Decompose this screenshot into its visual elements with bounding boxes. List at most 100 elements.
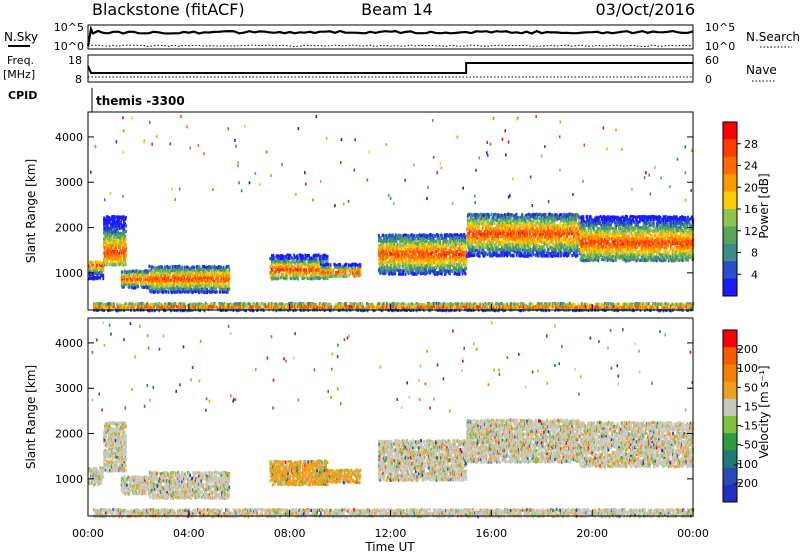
p-cell-4684 [582,244,585,248]
p-cell-4074 [537,237,540,241]
p-cell-1037 [192,287,195,291]
p-cell-859 [173,279,176,283]
p-cell-457 [125,246,127,250]
p-cell-3579 [502,244,505,249]
p-cell-3429 [490,219,493,223]
p-cell-2241 [399,272,402,276]
p-cell-4749 [587,231,589,235]
p-cell-121 [104,245,107,249]
p-cell-4919 [597,234,600,238]
p-cell-3238 [476,219,479,223]
p-cell-4934 [598,215,600,220]
p-cell-55 [96,263,99,267]
p-cell-4063 [536,243,539,247]
p-cell-10 [89,274,92,278]
p-cell-788 [165,278,168,283]
p-cell-3970 [529,231,531,235]
p-cell-249 [112,260,115,264]
p-cell-3690 [509,254,512,258]
p-cell-176 [108,255,110,259]
p-cell-716 [158,290,160,294]
p-cell-1602 [301,271,304,275]
p-cell-1603 [301,262,304,266]
frequency-trace [87,62,693,74]
p-cell-780 [164,281,167,285]
p-cell-1884 [339,274,342,278]
p-cell-2225 [397,250,400,254]
p-cell-2759 [438,237,441,241]
p-cell-2219 [397,252,399,257]
p-cell-1055 [195,290,197,294]
p-cell-3535 [498,229,501,233]
p-cell-4644 [580,258,583,262]
p-cell-1311 [223,290,225,294]
p-cell-2904 [450,247,453,251]
p-cell-3202 [474,250,477,254]
p-cell-1350 [226,274,229,278]
p-cell-3278 [479,221,482,225]
p-cell-2826 [443,247,446,251]
p-cell-1356 [227,264,230,268]
p-cell-1247 [215,273,218,277]
p-cell-1349 [226,277,229,281]
p-cell-4143 [541,215,544,219]
p-cell-1485 [285,274,288,278]
p-cell-1703 [314,264,317,268]
p-cell-3274 [479,242,482,246]
p-cell-1953 [358,265,360,269]
p-cell-2067 [385,233,388,238]
p-cell-4404 [561,244,564,249]
p-cell-3036 [461,272,464,276]
p-cell-4891 [595,255,598,259]
p-cell-316 [116,238,119,242]
p-cell-2954 [454,233,457,237]
p-cell-2359 [409,260,411,264]
p-cell-1919 [349,271,352,276]
p-cell-757 [161,277,164,281]
p-cell-930 [181,276,183,280]
p-cell-2836 [445,271,448,275]
p-cell-4375 [558,213,561,217]
p-cell-1198 [209,270,212,274]
p-cell-1514 [289,270,292,274]
p-cell-794 [166,282,169,286]
p-cell-2828 [443,233,446,237]
p-cell-481 [123,278,126,282]
p-cell-2446 [415,267,417,271]
p-cell-4771 [588,237,591,241]
p-cell-4371 [558,234,561,238]
p-cell-3469 [494,248,497,252]
p-cell-915 [179,290,182,294]
p-cell-3513 [497,234,500,238]
p-cell-2673 [432,247,434,251]
p-cell-1910 [345,262,348,266]
p-cell-462 [125,216,127,220]
p-cell-1355 [227,279,230,283]
p-cell-2548 [422,249,425,253]
p-cell-365 [119,240,121,244]
p-cell-2040 [383,269,386,273]
p-cell-4868 [594,243,597,247]
p-cell-1647 [308,274,310,278]
p-cell-3218 [475,221,477,225]
p-cell-521 [130,272,133,276]
p-cell-3143 [469,251,472,255]
p-cell-627 [147,269,150,273]
p-cell-4897 [595,223,598,227]
p-cell-1850 [329,263,332,267]
p-cell-3073 [463,242,466,246]
p-cell-822 [169,278,171,282]
p-cell-2627 [429,271,431,275]
p-cell-2098 [388,261,391,265]
p-cell-1487 [285,265,288,269]
p-cell-2869 [447,241,450,246]
p-cell-4384 [559,227,562,231]
freq-panel: 18 8 60 0 Freq. [MHz] Nave [3,54,777,86]
p-cell-4392 [560,234,563,238]
p-cell-1626 [304,260,307,264]
p-cell-4681 [582,253,585,257]
p-cell-802 [167,270,169,274]
p-cell-436 [123,232,126,236]
p-cell-2221 [397,244,399,248]
p-cell-322 [116,221,119,225]
